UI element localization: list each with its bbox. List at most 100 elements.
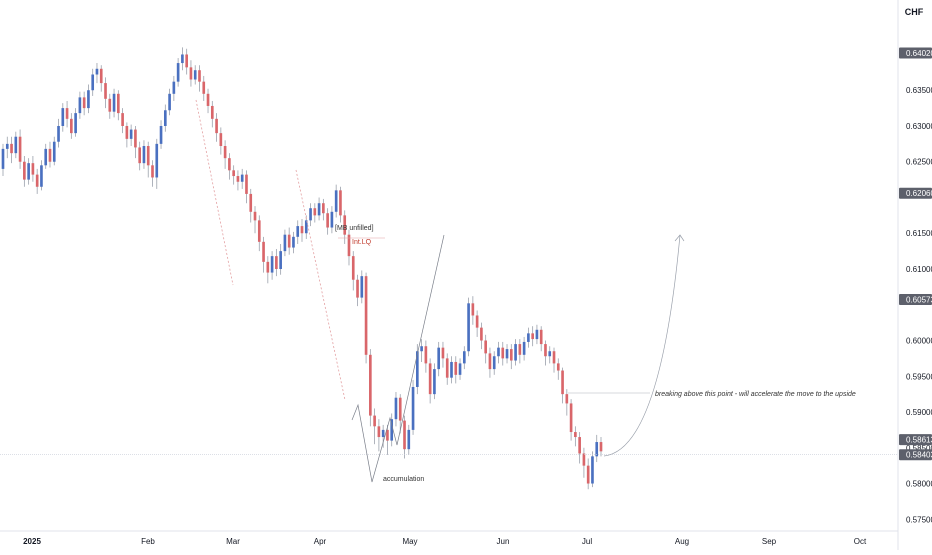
candle-body-117 [501,347,505,359]
candle-body-82 [351,256,355,280]
candle-body-18 [78,97,82,114]
candle-body-67 [287,234,291,248]
candle-body-127 [544,344,547,357]
breakout-annotation: breaking above this point - will acceler… [655,391,856,398]
candle-body-78 [334,190,338,212]
candle-body-103 [441,347,445,359]
candle-body-4 [18,136,22,162]
price-badge-bg-3 [899,434,932,446]
candle-body-138 [591,456,594,484]
candle-body-15 [65,108,69,119]
price-badge-3: 0.58613 [906,436,932,445]
candle-body-85 [364,276,368,355]
candle-body-31 [134,129,137,148]
candle-body-119 [509,349,513,361]
candle-body-1 [5,143,9,149]
liquidity-annotation: Int.LQ [352,239,372,246]
candle-body-27 [117,93,120,114]
candle-body-26 [112,93,116,112]
candle-body-95 [407,429,411,450]
candle-body-11 [48,148,52,162]
candle-body-114 [488,353,492,370]
price-badge-4: 0.58403 [906,451,932,460]
candle-body-52 [223,146,227,159]
candle-body-135 [578,437,581,454]
candle-body-41 [176,63,180,82]
candle-body-40 [172,81,176,94]
candle-body-68 [292,236,295,248]
candle-body-51 [219,133,223,147]
candle-body-76 [326,213,329,228]
candle-body-35 [151,165,154,178]
candle-body-10 [44,148,48,166]
candle-body-86 [369,354,372,416]
candle-body-125 [535,329,539,340]
candle-body-100 [428,363,432,395]
candle-body-46 [198,70,201,82]
candle-body-38 [163,110,167,126]
candle-body-140 [599,442,603,452]
accumulation-path [351,234,445,483]
candle-body-98 [420,346,423,352]
candle-body-37 [159,125,163,144]
candle-body-71 [304,220,308,234]
ob-annotation: [MB unfilled] [335,225,374,232]
candle-body-57 [245,174,248,194]
candle-body-81 [347,234,351,257]
candle-body-62 [266,261,270,273]
candle-body-20 [87,90,90,109]
accumulation-annotation: accumulation [383,476,424,483]
candle-body-64 [275,256,278,269]
candle-body-30 [129,129,133,139]
candle-body-8 [35,174,39,187]
price-badge-bg-2 [899,294,932,306]
candle-body-116 [497,347,500,357]
x-tick-label-1: Feb [141,537,155,546]
price-badge-2: 0.60573 [906,296,932,305]
candle-body-73 [313,208,317,216]
candle-body-105 [450,361,453,378]
candle-body-17 [74,113,77,134]
candle-body-9 [40,165,43,187]
currency-label[interactable]: CHF [905,7,924,17]
candle-body-124 [531,333,534,340]
candle-body-122 [522,341,526,355]
candle-body-88 [377,426,381,438]
time-scale[interactable]: 2025 Feb Mar Apr May Jun Jul Aug Sep Oct [23,537,867,546]
candle-body-16 [70,118,73,134]
candles-layer [1,47,603,490]
candle-body-123 [527,333,530,342]
candle-body-112 [480,327,483,341]
candle-body-80 [343,215,347,235]
candle-body-23 [99,68,103,84]
candle-body-115 [492,356,496,370]
candle-body-75 [322,203,325,214]
candle-body-5 [23,161,26,180]
candle-body-66 [283,234,287,252]
x-tick-label-2: Mar [226,537,240,546]
candle-body-42 [181,54,184,64]
x-tick-label-9: Oct [854,537,867,546]
candle-body-96 [411,386,415,430]
candle-body-74 [317,203,321,216]
candle-body-25 [108,98,112,112]
candle-body-44 [189,67,193,80]
candle-body-94 [403,420,406,450]
candle-body-19 [82,97,86,109]
x-tick-label-0: 2025 [23,537,41,546]
candle-body-49 [210,105,214,119]
candle-body-79 [339,190,342,216]
candle-body-36 [155,143,159,178]
candle-body-22 [95,68,99,75]
candle-body-133 [569,403,573,433]
